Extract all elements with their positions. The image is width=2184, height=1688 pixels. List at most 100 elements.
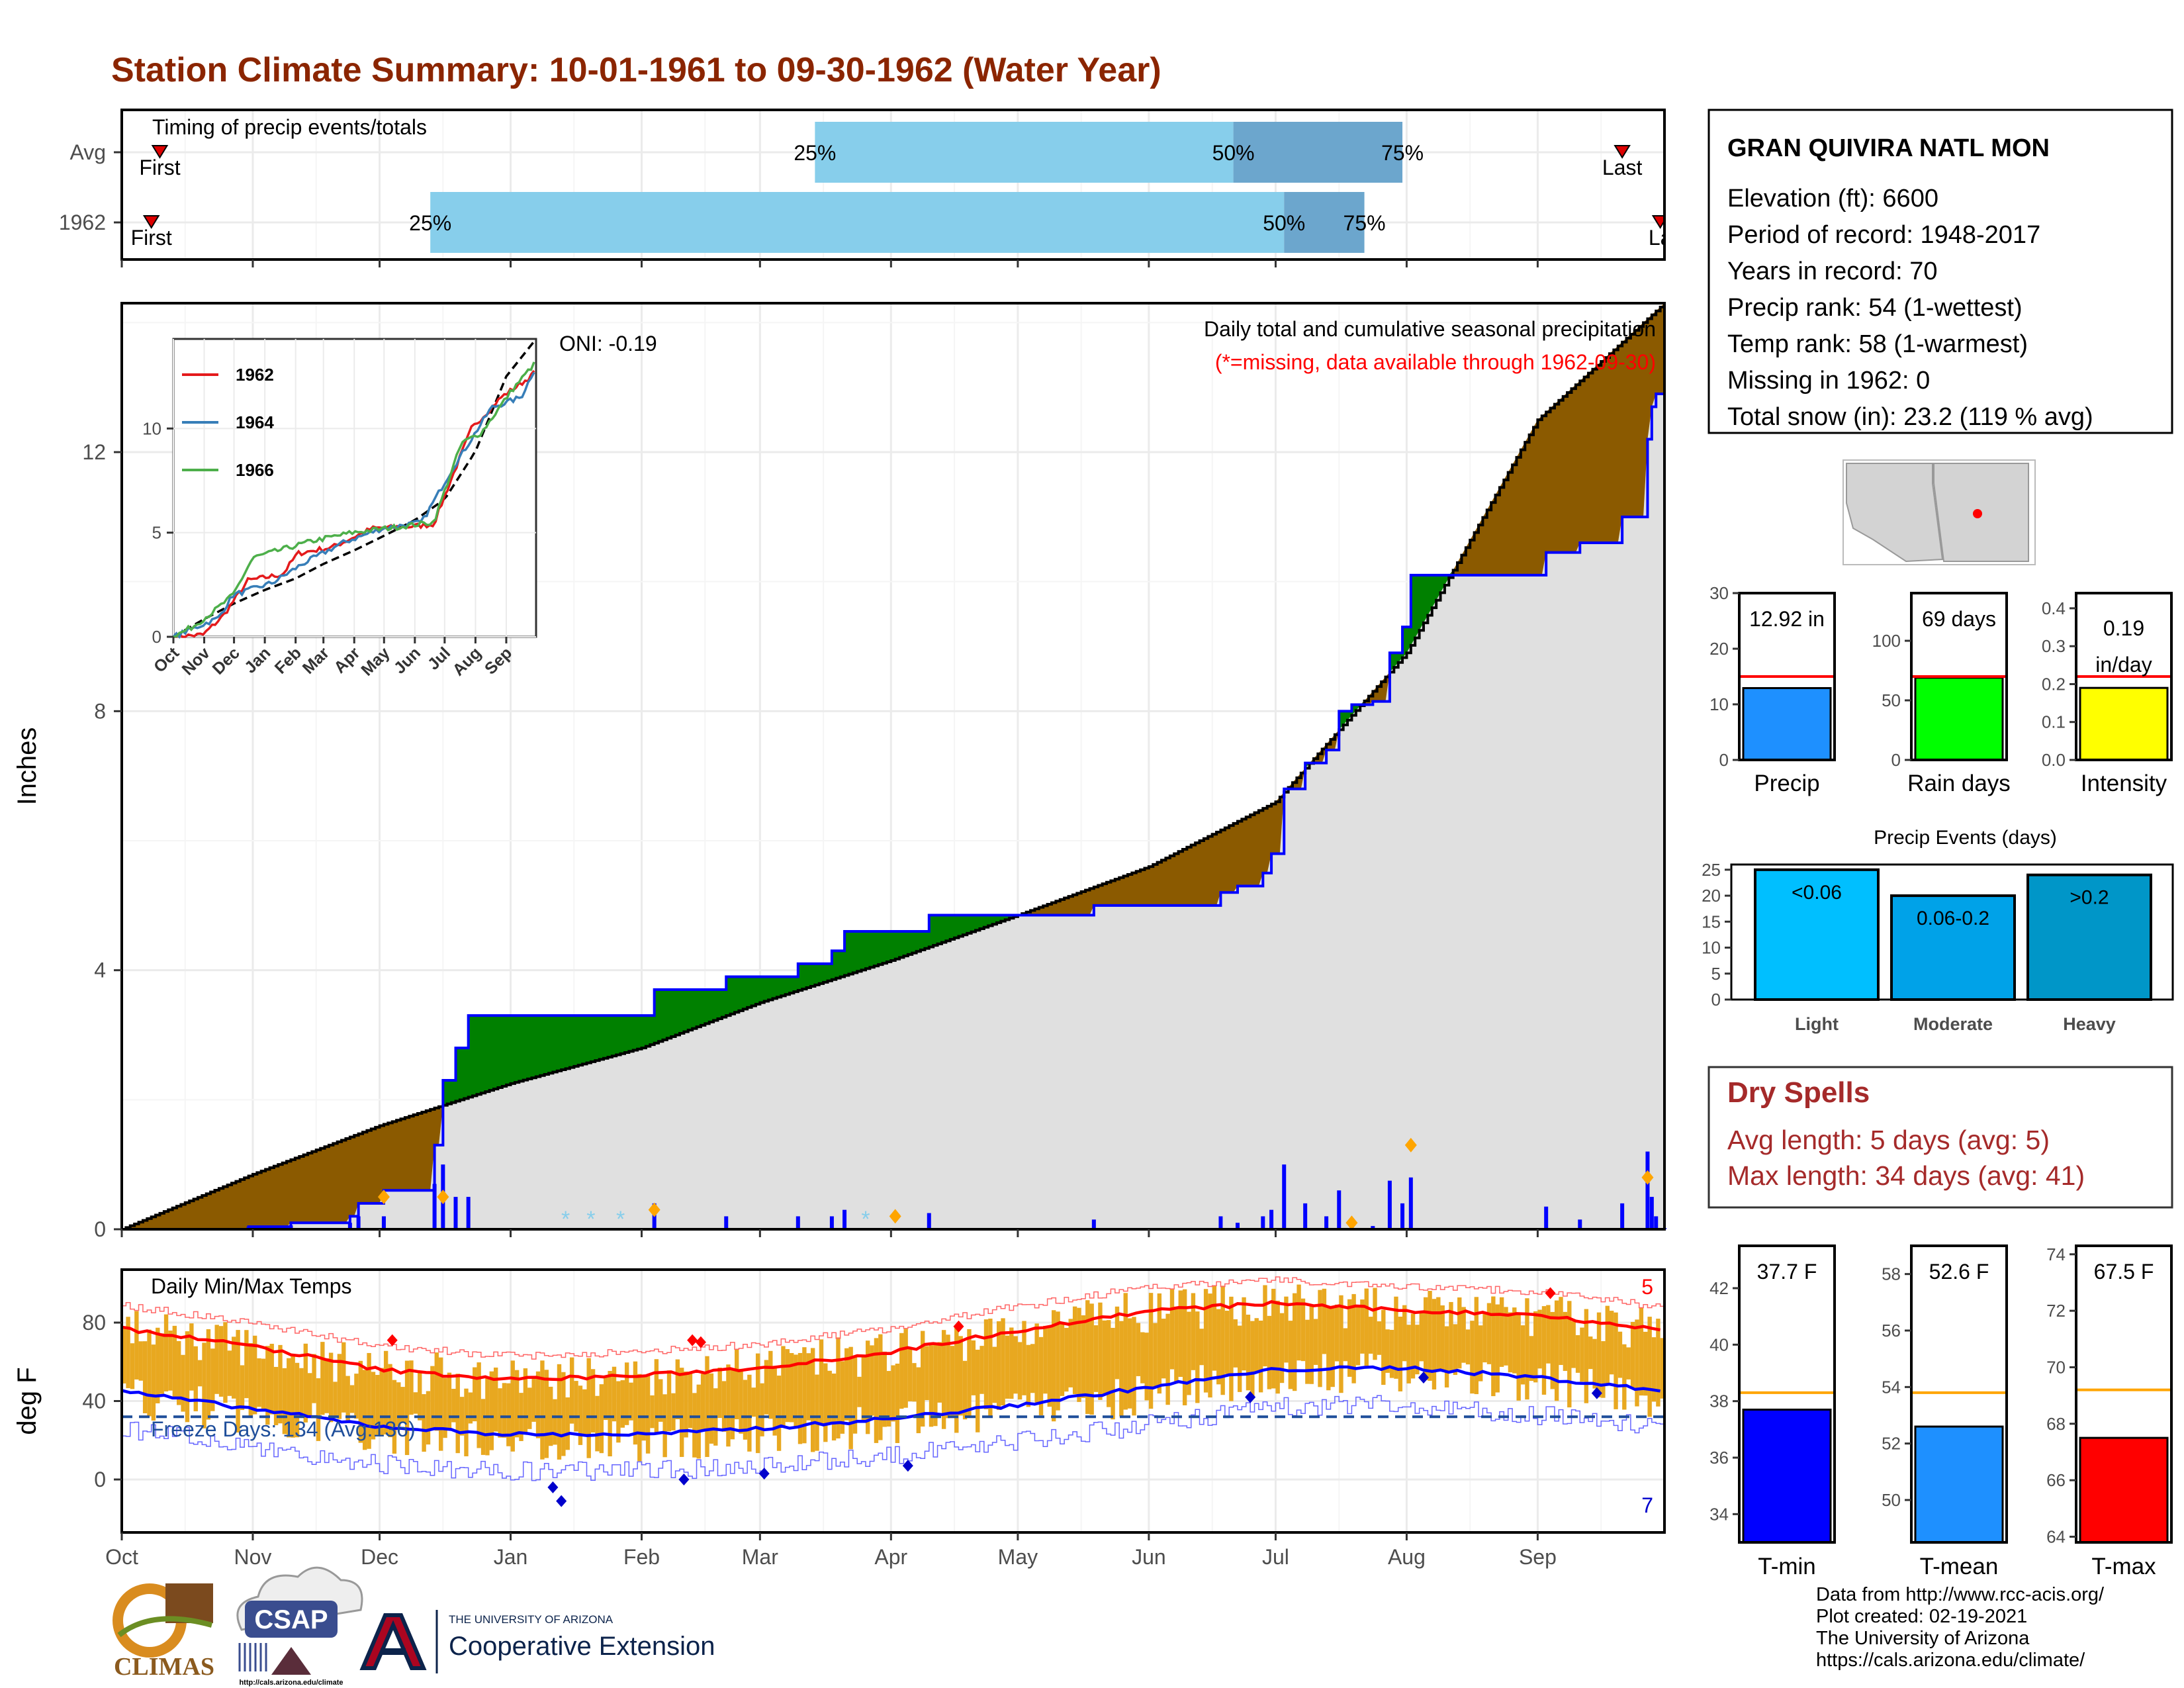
missing-marker-icon: * — [561, 1207, 570, 1232]
inset-ytick: 0 — [152, 627, 161, 647]
daily-temp-bar — [709, 1373, 714, 1444]
inset-ytick: 5 — [152, 523, 161, 543]
first-marker-icon — [151, 145, 169, 159]
station-stat-line: Temp rank: 58 (1-warmest) — [1727, 330, 2028, 358]
daily-temp-bar — [1111, 1327, 1115, 1420]
daily-temp-bar — [1605, 1305, 1610, 1383]
daily-temp-bar — [1457, 1297, 1462, 1369]
temp-panel-label: Daily Min/Max Temps — [151, 1274, 351, 1298]
daily-temp-bar — [1132, 1317, 1136, 1416]
daily-temp-bar — [434, 1352, 439, 1431]
daily-temp-bar — [874, 1338, 879, 1443]
daily-temp-bar — [662, 1394, 667, 1458]
temp-bar-border — [1910, 1244, 2008, 1544]
daily-temp-bar — [151, 1344, 156, 1421]
daily-temp-bar — [1444, 1326, 1449, 1387]
daily-temp-bar — [624, 1362, 629, 1425]
event-bar — [2026, 873, 2152, 1001]
daily-temp-bar — [553, 1399, 557, 1445]
daily-temp-bar — [1174, 1306, 1179, 1384]
mini-bar-value — [2079, 686, 2169, 761]
daily-temp-bar — [1140, 1332, 1145, 1383]
mini-bar-ytick: 0.4 — [2042, 598, 2066, 618]
timing-row-label: Avg — [69, 140, 106, 164]
record-high-marker-icon — [687, 1334, 698, 1346]
mini-bar-ytick: 20 — [1709, 639, 1729, 659]
precip-ylabel: Inches — [13, 727, 42, 806]
daily-temp-bar — [535, 1371, 541, 1438]
daily-temp-bar — [983, 1319, 989, 1409]
mini-bar-precip: 12.92 in Precip 0 10 20 30 — [1709, 583, 1836, 796]
daily-temp-bar — [1567, 1301, 1572, 1408]
mini-bar-intensity: 0.19 in/day Intensity 0.0 0.1 0.2 0.3 0.4 — [2042, 592, 2173, 796]
daily-temp-bar — [232, 1336, 236, 1399]
daily-temp-bar — [142, 1341, 148, 1413]
last-marker-icon — [1614, 145, 1631, 159]
timing-50-label: 50% — [1212, 141, 1255, 165]
daily-temp-bar — [273, 1366, 279, 1425]
daily-temp-bar — [1596, 1312, 1602, 1397]
mini-bar-value-label: in/day — [2095, 653, 2152, 677]
daily-temp-bar — [933, 1344, 938, 1427]
daily-temp-bar — [815, 1374, 819, 1451]
daily-temp-bar — [1563, 1311, 1568, 1372]
daily-precip-bar — [1324, 1216, 1329, 1229]
daily-temp-bar — [764, 1360, 769, 1415]
daily-temp-bar — [349, 1385, 355, 1413]
record-low-marker-icon — [556, 1495, 567, 1507]
mini-bar-ytick: 0 — [1891, 750, 1901, 770]
daily-temp-bar — [197, 1360, 203, 1387]
record-low-marker-icon — [758, 1468, 770, 1480]
missing-marker-icon: * — [616, 1207, 625, 1232]
daily-temp-bar — [1449, 1301, 1453, 1371]
daily-temp-bar — [852, 1357, 858, 1434]
daily-temp-bar — [1005, 1335, 1010, 1399]
temp-ylabel: deg F — [13, 1367, 42, 1434]
daily-temp-bar — [586, 1358, 591, 1458]
daily-temp-bar — [751, 1387, 756, 1417]
daily-temp-bar — [1482, 1313, 1487, 1363]
event-category-label: Moderate — [1913, 1014, 1993, 1034]
daily-temp-bar — [1148, 1293, 1154, 1409]
daily-temp-bar — [223, 1322, 228, 1403]
daily-temp-bar — [1385, 1329, 1390, 1373]
daily-temp-bar — [790, 1352, 794, 1423]
daily-temp-bar — [620, 1380, 625, 1428]
daily-temp-bar — [367, 1352, 371, 1449]
station-stat-line: Elevation (ft): 6600 — [1727, 185, 1938, 212]
daily-precip-bar — [1235, 1223, 1240, 1229]
daily-temp-bar — [595, 1395, 600, 1452]
daily-temp-bar — [705, 1356, 709, 1458]
daily-temp-bar — [1639, 1307, 1644, 1396]
daily-temp-bar — [422, 1394, 426, 1452]
avg-cumulative-line — [122, 303, 1666, 1231]
daily-temp-bar — [1440, 1305, 1445, 1372]
daily-temp-bar — [760, 1383, 764, 1436]
events-ytick: 5 — [1711, 964, 1721, 984]
daily-temp-bar — [252, 1335, 257, 1415]
missing-marker-icon: * — [861, 1207, 870, 1232]
daily-temp-bar — [291, 1355, 295, 1438]
daily-temp-bar — [333, 1382, 338, 1417]
daily-temp-bar — [523, 1368, 528, 1432]
daily-temp-bar — [735, 1349, 739, 1420]
daily-temp-bar — [654, 1359, 659, 1432]
inset-legend-label: 1962 — [236, 365, 274, 385]
event-bar-label: 0.06-0.2 — [1917, 908, 1989, 929]
daily-temp-bar — [561, 1372, 566, 1456]
station-stat-line: Period of record: 1948-2017 — [1727, 221, 2040, 249]
daily-precip-bar — [1261, 1216, 1265, 1229]
daily-temp-bar — [400, 1387, 405, 1423]
mini-bar-border — [1910, 592, 2008, 761]
daily-temp-bar — [688, 1372, 693, 1429]
daily-temp-bar — [248, 1343, 253, 1417]
daily-temp-bar — [214, 1325, 219, 1394]
daily-temp-bar — [899, 1333, 904, 1409]
timing-25-label: 25% — [409, 211, 451, 235]
location-map — [1843, 459, 2036, 565]
daily-temp-bar — [633, 1361, 638, 1445]
daily-temp-bar — [700, 1374, 705, 1430]
daily-temp-bar — [1432, 1299, 1437, 1390]
daily-temp-bar — [1326, 1307, 1331, 1391]
daily-temp-bar — [1077, 1307, 1081, 1402]
